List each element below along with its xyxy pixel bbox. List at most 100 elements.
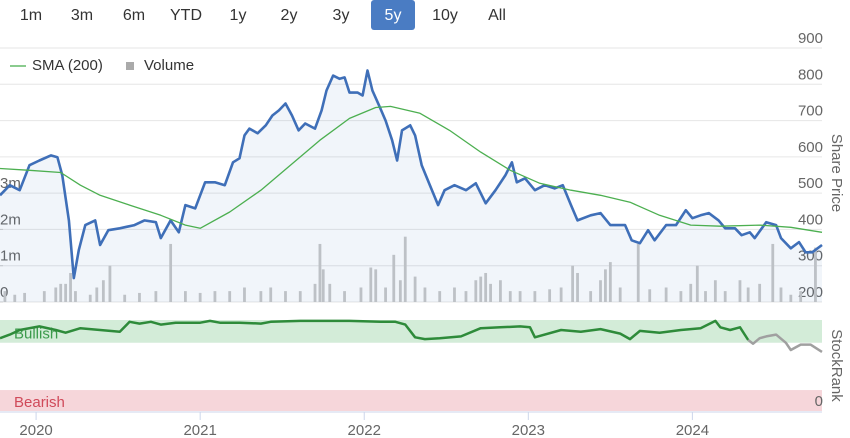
volume-bar (648, 289, 652, 302)
volume-bar (13, 294, 17, 302)
volume-bar (318, 243, 322, 302)
volume-bar (321, 269, 325, 302)
volume-bar (789, 294, 793, 302)
range-button-label[interactable]: 1y (230, 7, 247, 24)
volume-bar (438, 291, 442, 302)
range-button[interactable]: 10y (432, 7, 458, 24)
volume-bar (198, 292, 202, 302)
volume-bar (533, 291, 537, 302)
volume-bar (54, 287, 58, 302)
range-button[interactable]: 6m (123, 7, 145, 24)
range-button-label[interactable]: 2y (281, 7, 298, 24)
volume-bar (453, 287, 456, 302)
y-tick-label: 400 (798, 211, 823, 228)
range-button[interactable]: 2y (281, 7, 298, 24)
volume-bar (608, 262, 612, 302)
volume-bar (154, 291, 158, 302)
volume-bar (59, 283, 63, 302)
volume-bar (169, 243, 173, 302)
volume-bar (695, 265, 699, 302)
range-button[interactable]: YTD (170, 7, 202, 24)
volume-bar (3, 291, 7, 302)
volume-bar (604, 269, 607, 302)
volume-bar (228, 291, 232, 302)
range-button-label[interactable]: 5y (385, 7, 402, 24)
y-tick-label: 800 (798, 66, 823, 83)
volume-bar (518, 291, 522, 302)
y-axis-title: StockRank (828, 329, 845, 402)
volume-bar (499, 280, 502, 302)
volume-bar (403, 236, 407, 302)
y-tick-label: 700 (798, 103, 823, 120)
range-button-label[interactable]: YTD (170, 7, 202, 24)
range-button[interactable]: 3m (71, 7, 93, 24)
legend-label: SMA (200) (32, 57, 103, 74)
volume-bar (814, 247, 817, 302)
volume-bar (464, 291, 468, 302)
range-button-label[interactable]: 3y (333, 7, 350, 24)
volume-bar (384, 287, 387, 302)
sma-line (0, 105, 823, 233)
volume-bar (108, 265, 112, 302)
band-label: Bearish (14, 394, 65, 411)
y-tick-label: 0 (815, 393, 823, 410)
volume-bar (664, 287, 668, 302)
volume-bar (423, 287, 427, 302)
range-button[interactable]: All (488, 7, 506, 24)
volume-bar (42, 291, 46, 302)
y-tick-label: 500 (798, 175, 823, 192)
x-tick-label: 2020 (19, 422, 52, 438)
y2-tick-label: 2m (0, 211, 21, 228)
range-button-label[interactable]: 3m (71, 7, 93, 24)
stockrank-line (0, 319, 750, 341)
volume-bar (589, 291, 593, 302)
volume-bar (474, 280, 478, 302)
x-tick-label: 2021 (183, 422, 216, 438)
x-tick-label: 2023 (512, 422, 545, 438)
volume-bar (738, 280, 742, 302)
range-button[interactable]: 1m (20, 7, 42, 24)
volume-bar (392, 254, 396, 302)
volume-bar (413, 276, 417, 302)
volume-bar (69, 272, 72, 302)
price-area (0, 70, 822, 302)
volume-bar (64, 283, 68, 302)
range-button-label[interactable]: 6m (123, 7, 145, 24)
range-button-label[interactable]: 10y (432, 7, 458, 24)
volume-bar (23, 292, 27, 302)
range-selector: 1m 3m 6m YTD 1y 2y 3y 5y 10y All (20, 0, 506, 30)
volume-bar (284, 291, 287, 302)
stockrank-line (747, 333, 823, 353)
volume-bar (313, 283, 317, 302)
legend-marker (126, 62, 134, 70)
volume-bar (138, 292, 141, 302)
volume-bar (548, 289, 552, 302)
volume-bar (369, 267, 373, 302)
volume-bar (723, 291, 727, 302)
range-button[interactable]: 5y (371, 0, 415, 30)
range-button-label[interactable]: 1m (20, 7, 42, 24)
volume-bar (359, 287, 363, 302)
range-button-label[interactable]: All (488, 7, 506, 24)
y-tick-label: 900 (798, 30, 823, 47)
range-button[interactable]: 1y (230, 7, 247, 24)
volume-bar (243, 287, 246, 302)
volume-bar (704, 291, 707, 302)
volume-bar (88, 294, 92, 302)
volume-bar (484, 272, 488, 302)
volume-bar (269, 287, 273, 302)
volume-bar (571, 265, 575, 302)
y-axis-title: Share Price (828, 134, 845, 212)
price-panel: 20030040050060070080090001m2m3mShare Pri… (0, 30, 845, 303)
volume-bar (713, 280, 717, 302)
volume-bar (184, 291, 187, 302)
volume-bar (779, 287, 783, 302)
volume-bar (101, 280, 105, 302)
range-button-bg[interactable] (371, 0, 415, 30)
y2-tick-label: 1m (0, 248, 21, 265)
volume-bar (771, 243, 775, 302)
volume-bar (618, 287, 622, 302)
volume-bar (298, 291, 302, 302)
range-button[interactable]: 3y (333, 7, 350, 24)
